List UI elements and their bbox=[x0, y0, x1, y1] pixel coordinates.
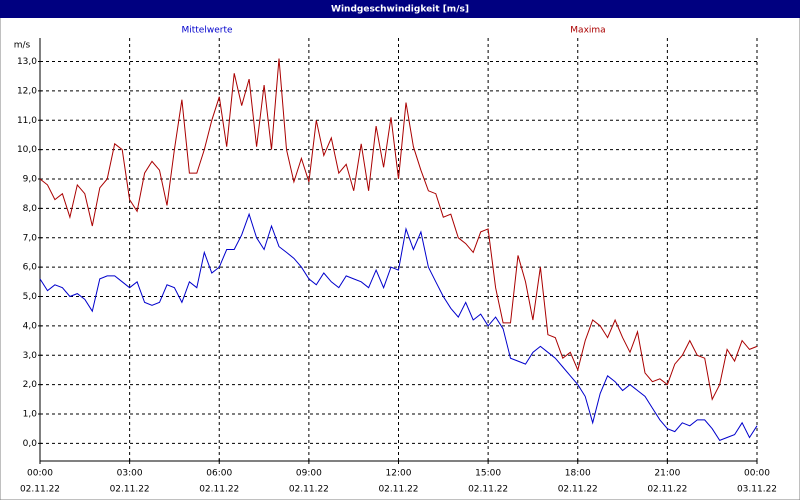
x-tick-date: 03.11.22 bbox=[737, 485, 777, 495]
x-tick-date: 02.11.22 bbox=[647, 485, 687, 495]
y-tick-label: 9,0 bbox=[23, 175, 38, 185]
x-tick-label: 15:00 bbox=[475, 469, 501, 479]
x-tick-label: 21:00 bbox=[654, 469, 680, 479]
x-tick-label: 12:00 bbox=[386, 469, 412, 479]
y-tick-label: 5,0 bbox=[23, 292, 38, 302]
series-line bbox=[39, 58, 758, 401]
y-tick-label: 6,0 bbox=[23, 263, 38, 273]
x-tick-date: 02.11.22 bbox=[110, 485, 150, 495]
y-tick-label: 7,0 bbox=[23, 233, 38, 243]
x-tick-date: 02.11.22 bbox=[289, 485, 329, 495]
x-tick-date: 02.11.22 bbox=[468, 485, 508, 495]
y-tick-label: 10,0 bbox=[17, 145, 37, 155]
y-tick-label: 2,0 bbox=[23, 380, 38, 390]
x-tick-label: 03:00 bbox=[117, 469, 143, 479]
y-tick-label: 8,0 bbox=[23, 204, 38, 214]
x-tick-label: 06:00 bbox=[206, 469, 232, 479]
x-tick-label: 00:00 bbox=[744, 469, 770, 479]
y-tick-label: 13,0 bbox=[17, 57, 37, 67]
y-tick-label: 3,0 bbox=[23, 351, 38, 361]
y-tick-label: 11,0 bbox=[17, 116, 37, 126]
y-tick-label: 1,0 bbox=[23, 410, 38, 420]
title-bar bbox=[0, 0, 800, 18]
x-tick-date: 02.11.22 bbox=[199, 485, 239, 495]
y-tick-label: 0,0 bbox=[23, 439, 38, 449]
x-tick-date: 02.11.22 bbox=[378, 485, 418, 495]
x-tick-label: 00:00 bbox=[27, 469, 53, 479]
x-tick-label: 18:00 bbox=[565, 469, 591, 479]
y-tick-label: 12,0 bbox=[17, 86, 37, 96]
y-tick-label: 4,0 bbox=[23, 321, 38, 331]
x-tick-date: 02.11.22 bbox=[20, 485, 60, 495]
y-unit: m/s bbox=[14, 41, 31, 51]
series-line bbox=[39, 212, 758, 442]
x-tick-date: 02.11.22 bbox=[558, 485, 598, 495]
x-tick-label: 09:00 bbox=[296, 469, 322, 479]
window-title: Windgeschwindigkeit [m/s] bbox=[331, 5, 469, 15]
legend-entry: Maxima bbox=[570, 26, 605, 36]
legend-entry: Mittelwerte bbox=[181, 26, 232, 36]
